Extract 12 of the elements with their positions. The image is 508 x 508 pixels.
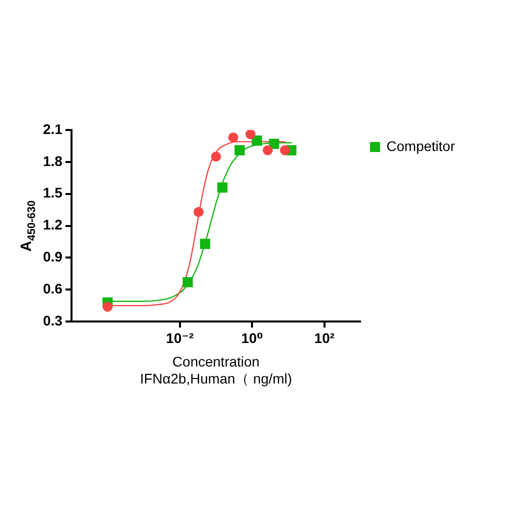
y-tick-label: 0.9 (42, 248, 63, 265)
y-tick-label: 0.3 (42, 312, 63, 328)
y-tick-label: 0.6 (42, 280, 63, 297)
legend-label: Competitor (386, 138, 456, 154)
x-tick-label: 10⁻² (166, 330, 194, 346)
x-tick-label: 10⁰ (241, 330, 263, 346)
y-tick-label: 1.5 (42, 184, 63, 201)
y-tick-label: 1.8 (42, 152, 63, 169)
y-tick-label: 1.2 (42, 216, 63, 233)
x-axis-title: Concentration IFNα2b,Human（ ng/ml) (140, 354, 292, 386)
x-tick-label: 10² (314, 330, 335, 346)
y-tick-label: 2.1 (42, 120, 63, 137)
